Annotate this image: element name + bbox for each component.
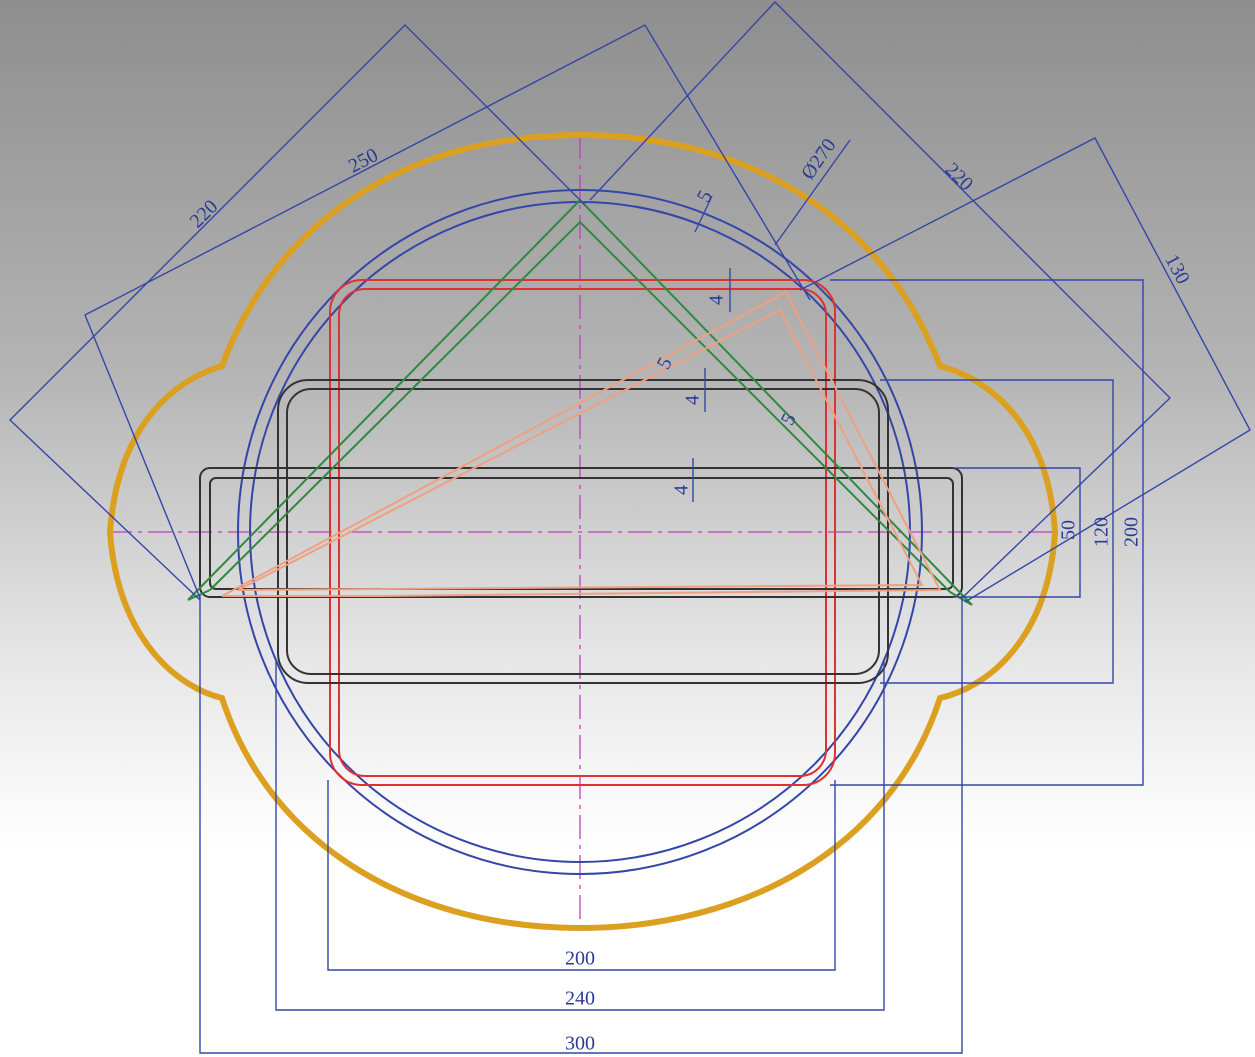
rect-large-outer xyxy=(277,379,889,684)
dimension-label: 4 xyxy=(682,395,704,405)
dimension-label: 240 xyxy=(565,988,595,1010)
dimension-line xyxy=(199,595,963,1054)
rect-wide-inner xyxy=(209,477,954,590)
dimension-label: 4 xyxy=(706,295,728,305)
dimension-line xyxy=(84,24,811,599)
rect-wide-outer xyxy=(199,467,963,598)
rotated-square-edge xyxy=(949,591,973,606)
dimension-line xyxy=(327,780,836,971)
dimension-label: 120 xyxy=(1091,517,1113,547)
square-outer xyxy=(329,279,836,786)
dimension-label: 300 xyxy=(565,1033,595,1055)
rotated-rect-inner xyxy=(237,308,924,591)
rotated-rect-outer xyxy=(221,290,942,597)
dimension-line xyxy=(8,24,586,601)
dimension-line xyxy=(955,467,1081,598)
dimension-label: 50 xyxy=(1058,520,1080,540)
dimension-label: 4 xyxy=(671,485,693,495)
dimension-line xyxy=(589,0,1171,599)
leader-line xyxy=(774,139,851,246)
dimension-line xyxy=(799,137,1251,603)
dimension-label: 200 xyxy=(1121,517,1143,547)
dimension-line xyxy=(830,279,1144,786)
rect-large-inner xyxy=(286,388,880,675)
rotated-square-inner xyxy=(209,220,951,593)
dimension-label: 200 xyxy=(565,948,595,970)
outer-circle xyxy=(237,189,923,875)
outer-contour xyxy=(106,131,1059,932)
leader-line xyxy=(694,195,713,233)
dimension-line xyxy=(275,660,885,1011)
dimension-line xyxy=(880,379,1114,684)
